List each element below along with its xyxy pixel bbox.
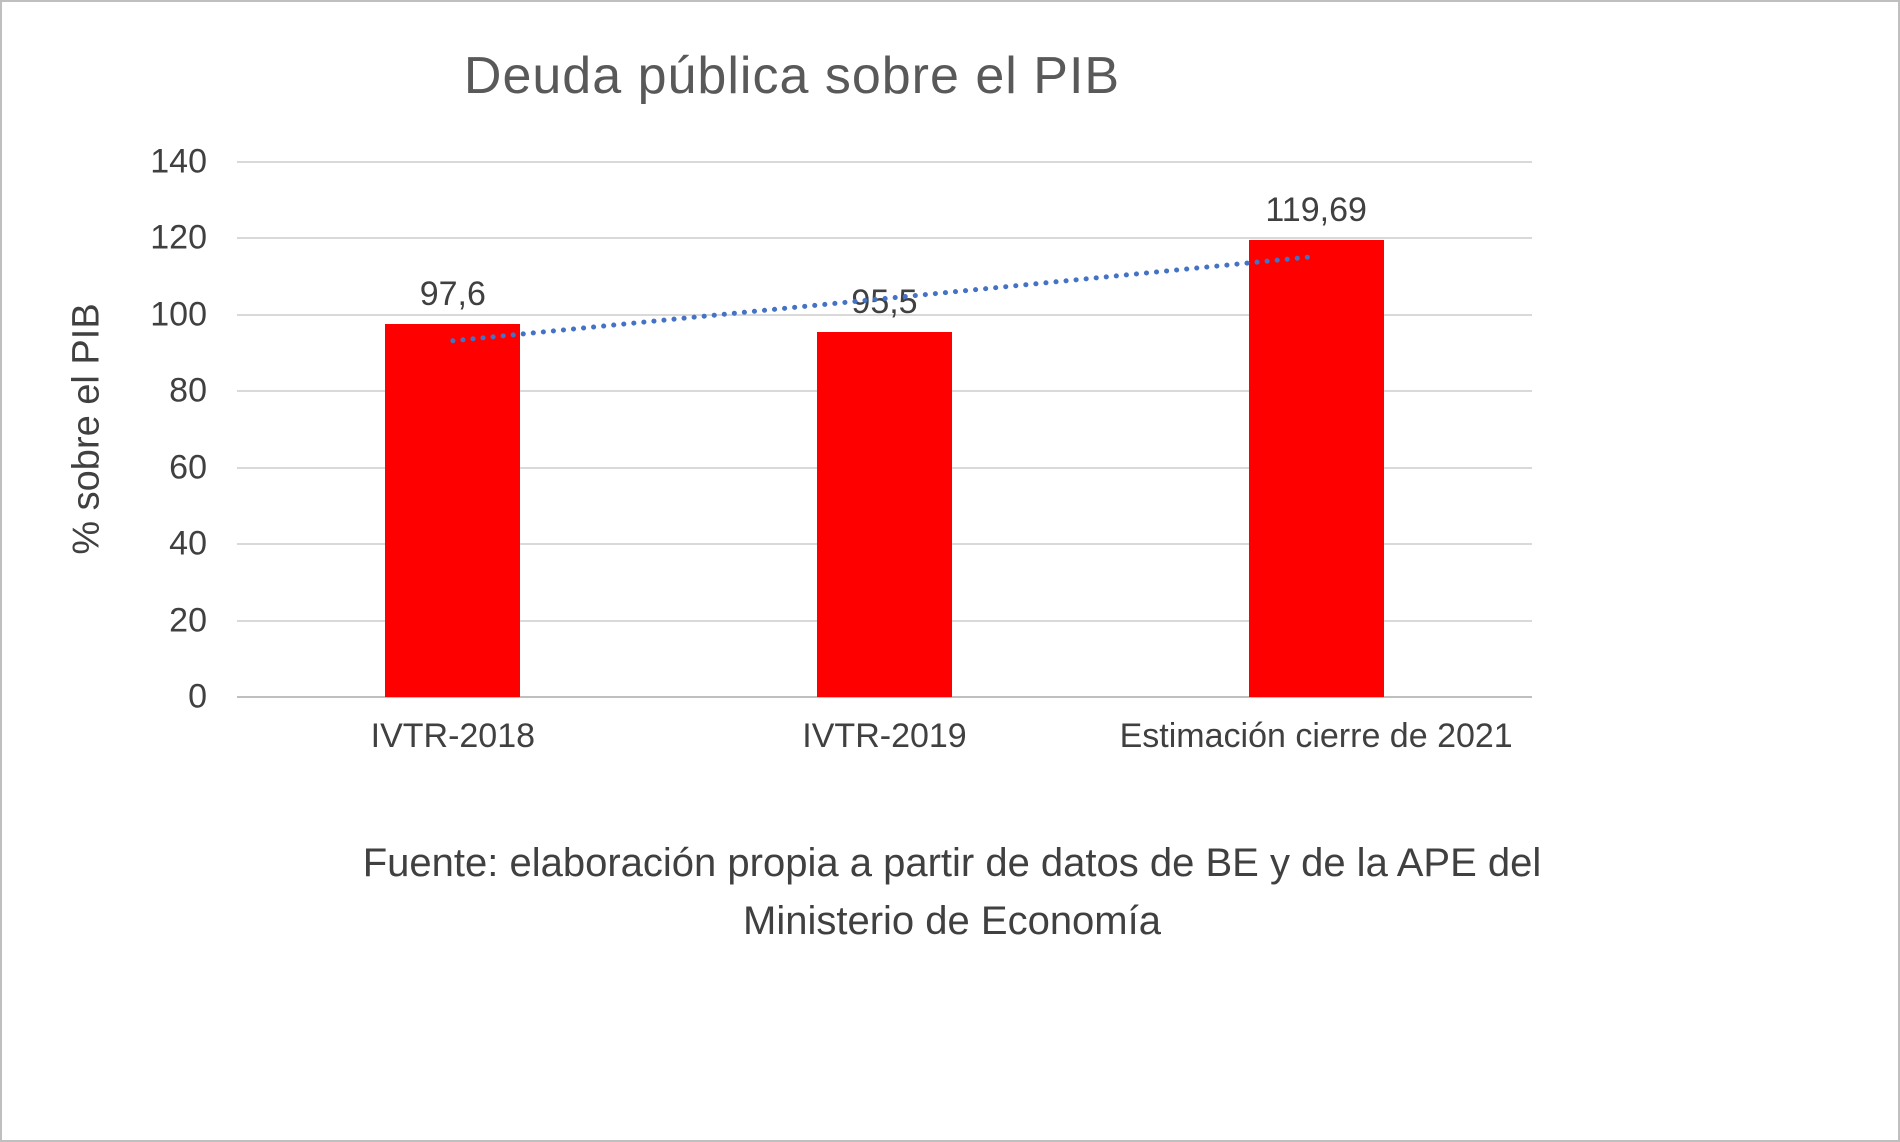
y-tick-label: 0 (188, 677, 207, 716)
data-label-estimaci-n-cierre-de-2021: 119,69 (1265, 190, 1367, 229)
y-axis: 0 20 40 60 80 100 120 140 (2, 143, 207, 716)
plot-area: 97,6 95,5 119,69 (237, 161, 1532, 698)
source-caption: Fuente: elaboración propia a partir de d… (2, 834, 1898, 950)
y-tick-label: 140 (150, 142, 207, 181)
gridline (237, 161, 1532, 163)
x-category-label-ivtr-2018: IVTR-2018 (370, 717, 536, 755)
x-category-label-estimaci-n-cierre-de-2021: Estimación cierre de 2021 (1119, 717, 1513, 755)
data-label-ivtr-2018: 97,6 (419, 275, 486, 314)
data-label-ivtr-2019: 95,5 (851, 283, 918, 322)
gridline (237, 237, 1532, 240)
caption-line-1: Fuente: elaboración propia a partir de d… (362, 841, 1542, 885)
y-tick-label: 100 (150, 295, 207, 334)
chart-title: Deuda pública sobre el PIB (463, 47, 1121, 105)
bar-ivtr-2019 (817, 332, 952, 697)
caption-line-2: Ministerio de Economía (743, 899, 1161, 943)
y-tick-label: 40 (169, 524, 207, 563)
bar-estimaci-n-cierre-de-2021 (1248, 239, 1384, 697)
y-tick-label: 120 (150, 218, 207, 257)
y-tick-label: 20 (169, 601, 207, 640)
y-tick-label: 60 (169, 448, 207, 487)
x-axis-line (237, 696, 1532, 698)
bar-ivtr-2018 (385, 324, 521, 697)
x-category-label-ivtr-2019: IVTR-2019 (802, 717, 967, 755)
x-axis: IVTR-2018 IVTR-2019 Estimación cierre de 2… (237, 717, 1532, 767)
y-tick-label: 80 (169, 371, 207, 410)
